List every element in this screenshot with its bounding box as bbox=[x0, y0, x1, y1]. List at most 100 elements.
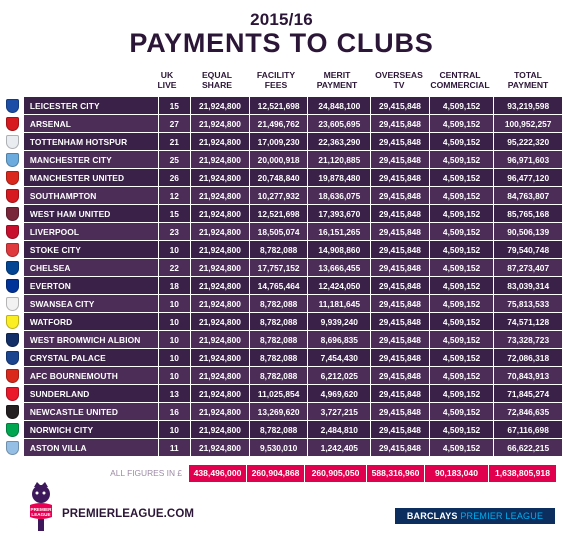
cell-overseas-tv: 29,415,848 bbox=[370, 97, 429, 114]
cell-equal-share: 21,924,800 bbox=[190, 169, 249, 186]
cell-merit-payment: 17,393,670 bbox=[307, 205, 371, 222]
table-row: MANCHESTER CITY 25 21,924,800 20,000,918 21,… bbox=[2, 151, 562, 168]
club-crest-icon bbox=[6, 332, 20, 347]
cell-overseas-tv: 29,415,848 bbox=[370, 259, 429, 276]
club-crest-icon bbox=[6, 116, 20, 131]
column-header-facility-fees: FACILITY FEES bbox=[247, 70, 305, 90]
cell-merit-payment: 2,484,810 bbox=[307, 421, 371, 438]
club-crest-cell bbox=[2, 205, 24, 222]
cell-equal-share: 21,924,800 bbox=[190, 439, 249, 456]
club-name: LEICESTER CITY bbox=[23, 97, 158, 114]
cell-total-payment: 72,086,318 bbox=[493, 349, 562, 366]
club-crest-icon bbox=[6, 404, 20, 419]
cell-equal-share: 21,924,800 bbox=[190, 97, 249, 114]
club-crest-icon bbox=[6, 188, 20, 203]
cell-total-payment: 85,765,168 bbox=[493, 205, 562, 222]
cell-equal-share: 21,924,800 bbox=[190, 295, 249, 312]
cell-central-commercial: 4,509,152 bbox=[428, 385, 494, 402]
club-crest-cell bbox=[2, 385, 24, 402]
cell-merit-payment: 18,636,075 bbox=[307, 187, 371, 204]
cell-central-commercial: 4,509,152 bbox=[428, 205, 494, 222]
club-name: EVERTON bbox=[23, 277, 158, 294]
cell-uk-live: 13 bbox=[157, 385, 191, 402]
club-crest-cell bbox=[2, 151, 24, 168]
table-row: EVERTON 18 21,924,800 14,765,464 12,424,050 2… bbox=[2, 277, 562, 294]
column-header-line: SHARE bbox=[201, 80, 233, 90]
cell-overseas-tv: 29,415,848 bbox=[370, 151, 429, 168]
club-name: CRYSTAL PALACE bbox=[23, 349, 158, 366]
club-name: WATFORD bbox=[23, 313, 158, 330]
cell-uk-live: 22 bbox=[157, 259, 191, 276]
club-name: ASTON VILLA bbox=[23, 439, 158, 456]
website-url[interactable]: PREMIERLEAGUE.COM bbox=[62, 508, 195, 520]
cell-uk-live: 23 bbox=[157, 223, 191, 240]
column-header-merit-payment: MERIT PAYMENT bbox=[306, 70, 368, 90]
cell-equal-share: 21,924,800 bbox=[190, 187, 249, 204]
club-name: WEST HAM UNITED bbox=[23, 205, 158, 222]
cell-central-commercial: 4,509,152 bbox=[428, 295, 494, 312]
cell-total-payment: 70,843,913 bbox=[493, 367, 562, 384]
sponsor-name: BARCLAYS bbox=[406, 511, 458, 521]
cell-equal-share: 21,924,800 bbox=[190, 241, 249, 258]
cell-merit-payment: 22,363,290 bbox=[307, 133, 371, 150]
table-row: STOKE CITY 10 21,924,800 8,782,088 14,908,86… bbox=[2, 241, 562, 258]
column-header-line: MERIT bbox=[323, 70, 351, 80]
cell-equal-share: 21,924,800 bbox=[190, 367, 249, 384]
club-name: ARSENAL bbox=[23, 115, 158, 132]
cell-facility-fees: 14,765,464 bbox=[248, 277, 308, 294]
cell-central-commercial: 4,509,152 bbox=[428, 223, 494, 240]
cell-equal-share: 21,924,800 bbox=[190, 403, 249, 420]
cell-total-payment: 87,273,407 bbox=[493, 259, 562, 276]
club-crest-icon bbox=[6, 278, 20, 293]
club-name: NEWCASTLE UNITED bbox=[23, 403, 158, 420]
cell-uk-live: 15 bbox=[157, 205, 191, 222]
cell-equal-share: 21,924,800 bbox=[190, 133, 249, 150]
table-row: NORWICH CITY 10 21,924,800 8,782,088 2,484,8… bbox=[2, 421, 562, 438]
cell-overseas-tv: 29,415,848 bbox=[370, 205, 429, 222]
club-name: STOKE CITY bbox=[23, 241, 158, 258]
column-header-overseas-tv: OVERSEAS TV bbox=[370, 70, 428, 90]
cell-merit-payment: 24,848,100 bbox=[307, 97, 371, 114]
cell-facility-fees: 12,521,698 bbox=[248, 97, 308, 114]
cell-facility-fees: 8,782,088 bbox=[248, 349, 308, 366]
cell-total-payment: 75,813,533 bbox=[493, 295, 562, 312]
cell-central-commercial: 4,509,152 bbox=[428, 97, 494, 114]
column-header-line: PAYMENT bbox=[316, 80, 358, 90]
payments-table: LEICESTER CITY 15 21,924,800 12,521,698 24,8… bbox=[2, 96, 562, 457]
cell-overseas-tv: 29,415,848 bbox=[370, 169, 429, 186]
totals-label: ALL FIGURES IN £ bbox=[110, 468, 182, 478]
column-header-central-commercial: CENTRAL COMMERCIAL bbox=[428, 70, 492, 90]
club-name: WEST BROMWICH ALBION bbox=[23, 331, 158, 348]
club-name: LIVERPOOL bbox=[23, 223, 158, 240]
table-row: LIVERPOOL 23 21,924,800 18,505,074 16,151,26… bbox=[2, 223, 562, 240]
club-crest-icon bbox=[6, 350, 20, 365]
cell-total-payment: 100,952,257 bbox=[493, 115, 562, 132]
club-crest-icon bbox=[6, 314, 20, 329]
cell-facility-fees: 12,521,698 bbox=[248, 205, 308, 222]
cell-overseas-tv: 29,415,848 bbox=[370, 115, 429, 132]
total-overseas-tv: 588,316,960 bbox=[366, 465, 424, 482]
cell-overseas-tv: 29,415,848 bbox=[370, 187, 429, 204]
table-row: AFC BOURNEMOUTH 10 21,924,800 8,782,088 6,21… bbox=[2, 367, 562, 384]
club-name: SOUTHAMPTON bbox=[23, 187, 158, 204]
column-header-line: LIVE bbox=[157, 80, 177, 90]
cell-merit-payment: 21,120,885 bbox=[307, 151, 371, 168]
cell-equal-share: 21,924,800 bbox=[190, 331, 249, 348]
svg-text:PREMIER: PREMIER bbox=[31, 507, 53, 512]
column-header-line: UK bbox=[160, 70, 174, 80]
cell-equal-share: 21,924,800 bbox=[190, 349, 249, 366]
cell-uk-live: 12 bbox=[157, 187, 191, 204]
premier-league-logo: PREMIER LEAGUE bbox=[30, 482, 53, 531]
cell-central-commercial: 4,509,152 bbox=[428, 277, 494, 294]
cell-merit-payment: 23,605,695 bbox=[307, 115, 371, 132]
cell-facility-fees: 10,277,932 bbox=[248, 187, 308, 204]
table-row: WEST HAM UNITED 15 21,924,800 12,521,698 17,… bbox=[2, 205, 562, 222]
total-merit-payment: 260,905,050 bbox=[304, 465, 366, 482]
club-crest-cell bbox=[2, 241, 24, 258]
column-header-line: FACILITY bbox=[256, 70, 296, 80]
cell-merit-payment: 19,878,480 bbox=[307, 169, 371, 186]
cell-overseas-tv: 29,415,848 bbox=[370, 241, 429, 258]
cell-merit-payment: 11,181,645 bbox=[307, 295, 371, 312]
cell-central-commercial: 4,509,152 bbox=[428, 439, 494, 456]
